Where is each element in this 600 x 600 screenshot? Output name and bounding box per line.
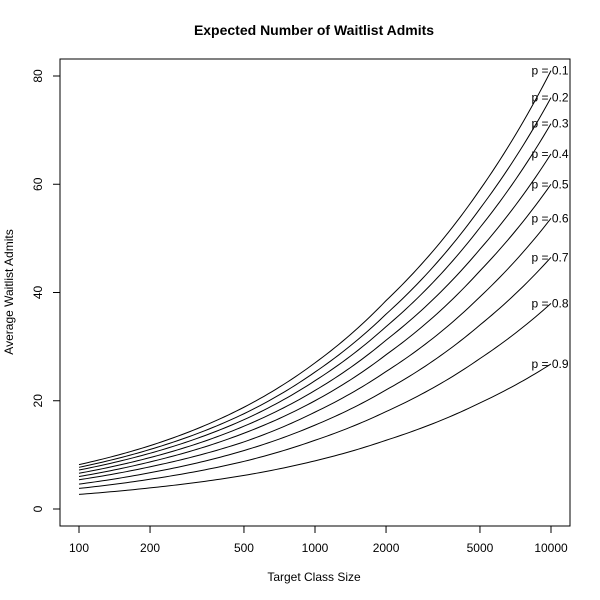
y-axis: 0 20 40 60 80 xyxy=(31,69,61,512)
curve-label-5: p = 0.5 xyxy=(531,177,568,191)
y-tick-label-60: 60 xyxy=(31,177,45,191)
x-tick-label-200: 200 xyxy=(140,541,160,555)
curve-9 xyxy=(78,363,552,495)
curve-label-8: p = 0.8 xyxy=(531,296,568,310)
x-tick-label-10000: 10000 xyxy=(534,541,568,555)
curves-group xyxy=(78,70,552,495)
curve-label-9: p = 0.9 xyxy=(531,357,568,371)
y-tick-label-80: 80 xyxy=(31,69,45,83)
curve-label-7: p = 0.7 xyxy=(531,250,568,264)
x-tick-label-2000: 2000 xyxy=(373,541,400,555)
x-axis: 100 200 500 1000 2000 5000 10000 xyxy=(69,525,568,555)
x-tick-label-5000: 5000 xyxy=(467,541,494,555)
curve-7 xyxy=(78,256,552,485)
curve-2 xyxy=(78,97,552,468)
y-axis-label: Average Waitlist Admits xyxy=(2,229,16,354)
x-axis-label: Target Class Size xyxy=(267,570,361,584)
x-tick-label-100: 100 xyxy=(69,541,89,555)
y-tick-label-40: 40 xyxy=(31,286,45,300)
x-tick-label-1000: 1000 xyxy=(302,541,329,555)
y-tick-label-20: 20 xyxy=(31,394,45,408)
plot-frame xyxy=(59,58,571,527)
curve-labels-group: p = 0.1 p = 0.2 p = 0.3 p = 0.4 p = 0.5 p = 0… xyxy=(531,64,568,371)
y-tick-label-0: 0 xyxy=(31,505,45,512)
curve-label-6: p = 0.6 xyxy=(531,211,568,225)
curve-4 xyxy=(78,153,552,474)
curve-8 xyxy=(78,302,552,489)
curve-label-3: p = 0.3 xyxy=(531,117,568,131)
x-tick-label-500: 500 xyxy=(234,541,254,555)
curve-label-1: p = 0.1 xyxy=(531,64,568,78)
curve-1 xyxy=(78,70,552,466)
curve-label-4: p = 0.4 xyxy=(531,147,568,161)
curve-3 xyxy=(78,123,552,471)
curve-6 xyxy=(78,218,552,481)
chart-title: Expected Number of Waitlist Admits xyxy=(194,22,434,38)
curve-label-2: p = 0.2 xyxy=(531,91,568,105)
curve-5 xyxy=(78,183,552,478)
